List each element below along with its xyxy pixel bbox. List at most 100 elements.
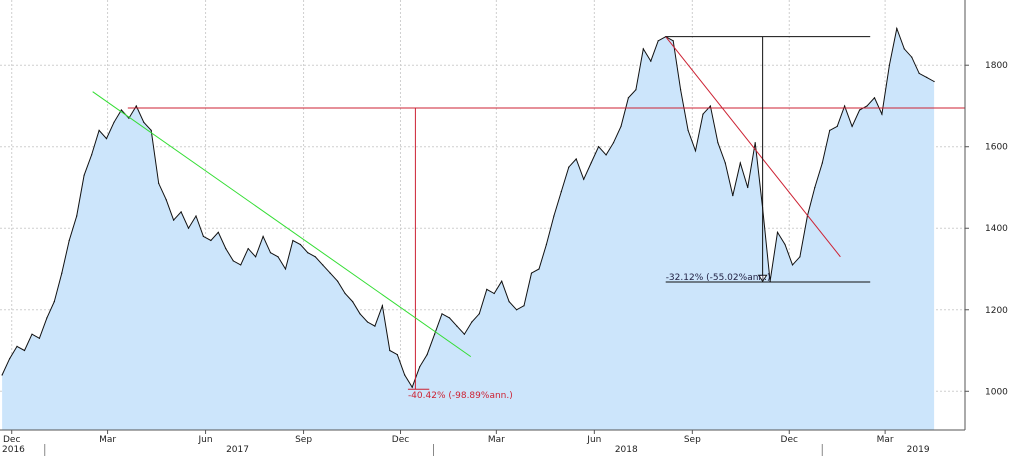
y-tick-label: 1400 — [985, 224, 1008, 234]
data-point — [225, 248, 227, 250]
data-point — [374, 325, 376, 327]
area-fill — [2, 28, 935, 430]
data-point — [217, 231, 219, 233]
data-point — [314, 256, 316, 258]
data-point — [329, 272, 331, 274]
data-point — [187, 227, 190, 229]
data-point — [694, 150, 697, 152]
data-point — [873, 97, 876, 99]
overlays — [92, 36, 965, 390]
data-point — [299, 243, 301, 246]
data-point — [255, 256, 257, 258]
data-point — [31, 333, 33, 335]
data-point — [836, 125, 838, 127]
data-point — [501, 280, 503, 282]
data-point — [926, 76, 928, 78]
data-point — [381, 305, 383, 307]
drawdown-annotation-black: -32.12% (-55.02%ann.) — [666, 273, 771, 283]
x-year-label: 2016 — [2, 445, 25, 455]
data-point — [158, 182, 160, 184]
data-point — [292, 239, 294, 242]
data-point — [456, 325, 458, 327]
data-point — [687, 129, 689, 131]
data-point — [911, 56, 913, 58]
data-point — [568, 166, 570, 168]
data-point — [247, 248, 249, 250]
data-point — [791, 264, 794, 266]
x-tick-label: Sep — [295, 435, 312, 445]
data-point — [590, 162, 592, 164]
data-point — [866, 105, 868, 107]
data-point — [844, 105, 846, 107]
data-point — [754, 142, 756, 144]
data-point — [396, 354, 398, 356]
data-point — [918, 72, 920, 74]
data-point — [411, 386, 413, 388]
data-point — [337, 280, 339, 282]
x-tick-label: Mar — [488, 435, 505, 445]
data-point — [538, 268, 540, 270]
data-point — [173, 219, 175, 221]
data-point — [46, 317, 48, 319]
data-point — [888, 64, 891, 66]
x-tick-label: Jun — [586, 435, 601, 445]
data-point — [523, 305, 525, 307]
data-point — [575, 158, 577, 160]
x-tick-label: Dec — [781, 435, 798, 445]
data-point — [680, 89, 682, 91]
data-point — [441, 313, 443, 315]
data-point — [61, 272, 63, 274]
data-point — [150, 129, 152, 131]
data-point — [366, 321, 369, 323]
drawdown-annotation-red: -40.42% (-98.89%ann.) — [408, 391, 513, 401]
data-point — [38, 337, 41, 339]
data-point — [195, 215, 197, 217]
data-point — [650, 60, 652, 62]
data-point — [747, 186, 749, 189]
data-point — [9, 358, 11, 360]
x-tick-label: Dec — [392, 435, 409, 445]
x-tick-label: Jun — [198, 435, 213, 445]
data-point — [53, 301, 55, 303]
data-point — [404, 374, 406, 376]
data-point — [672, 40, 674, 42]
data-point — [232, 260, 234, 262]
data-point — [702, 113, 704, 115]
y-tick-label: 1000 — [985, 387, 1008, 397]
data-point — [933, 80, 935, 83]
data-point — [851, 125, 853, 127]
data-point — [583, 178, 585, 180]
data-point — [269, 252, 272, 254]
data-point — [545, 243, 548, 246]
data-point — [23, 349, 26, 352]
x-year-label: 2019 — [907, 445, 930, 455]
data-point — [739, 162, 741, 164]
data-point — [277, 256, 279, 258]
data-point — [76, 215, 78, 217]
x-year-label: 2017 — [226, 445, 249, 455]
data-point — [896, 27, 898, 30]
data-point — [210, 239, 212, 242]
data-point — [344, 292, 346, 295]
y-tick-label: 1800 — [985, 61, 1008, 71]
data-point — [799, 256, 801, 258]
data-point — [821, 162, 823, 164]
data-point — [322, 264, 324, 266]
data-point — [620, 125, 622, 127]
data-point — [717, 142, 719, 144]
data-point — [814, 186, 816, 189]
data-point — [135, 105, 137, 107]
data-point — [352, 301, 354, 303]
data-point — [105, 138, 108, 140]
data-point — [598, 146, 600, 148]
data-point — [478, 313, 480, 315]
x-tick-label: Dec — [3, 435, 20, 445]
data-point — [530, 272, 533, 274]
data-point — [903, 48, 905, 50]
data-point — [493, 292, 495, 295]
data-point — [262, 235, 264, 237]
data-point — [120, 109, 122, 111]
data-point — [471, 321, 473, 323]
